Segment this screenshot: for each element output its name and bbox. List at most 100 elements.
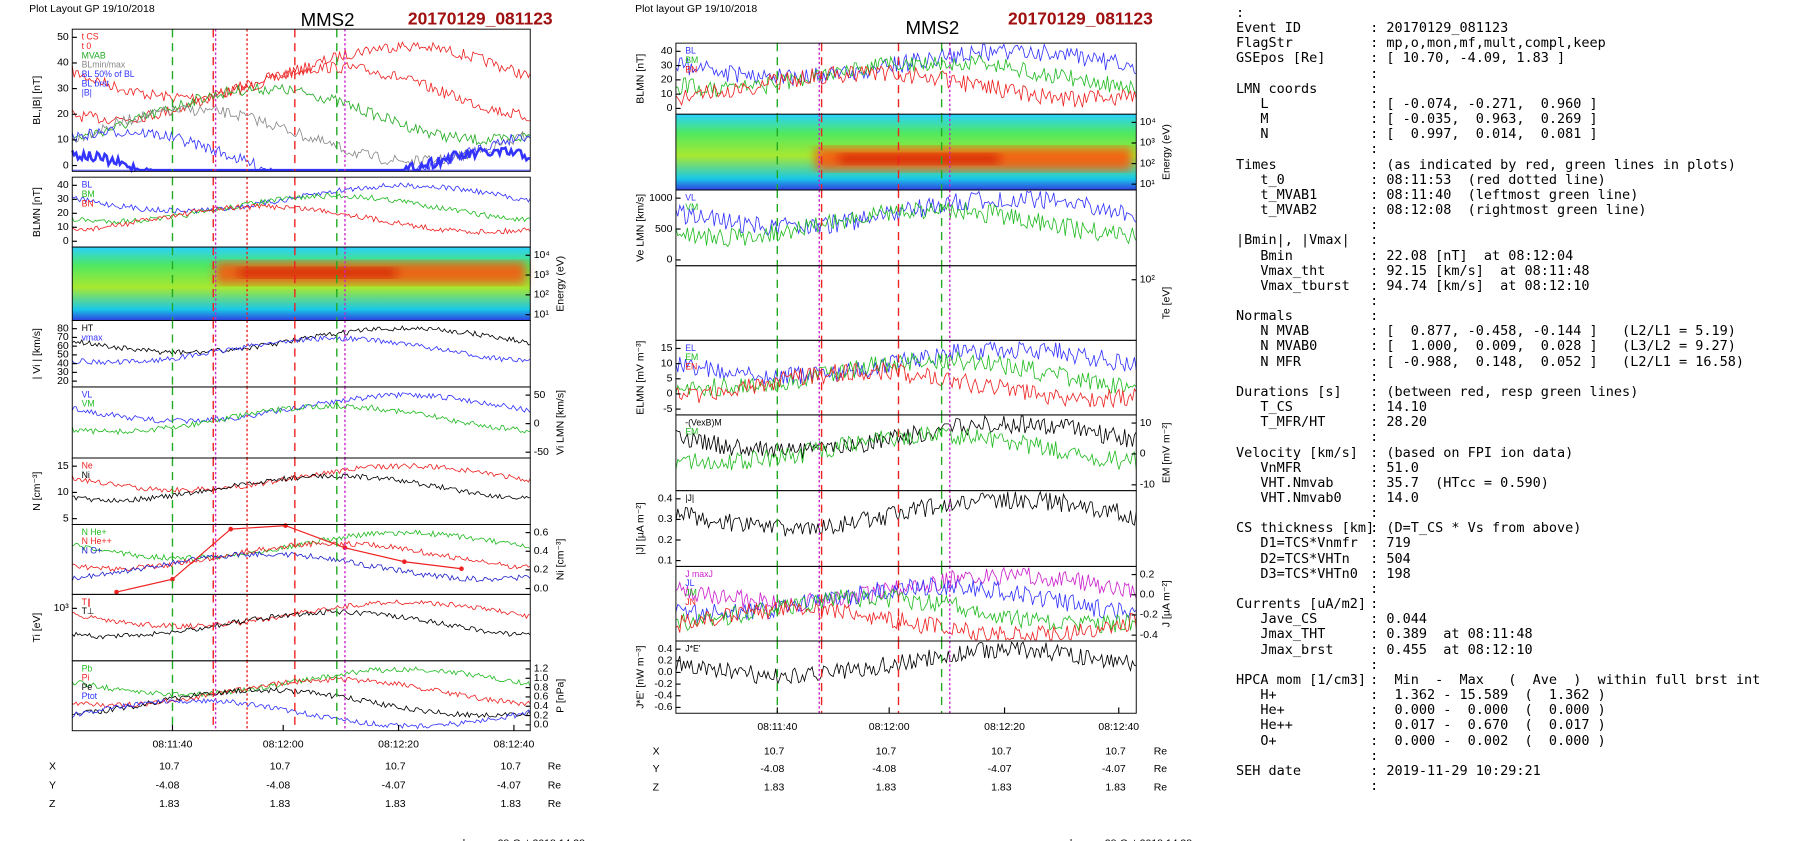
legend-entry: Ne bbox=[82, 460, 93, 470]
info-text: (D=T_CS * Vs from above) bbox=[1386, 520, 1582, 537]
pos-value: 1.83 bbox=[876, 783, 897, 794]
info-text: Currents [uA/m2] bbox=[1236, 596, 1367, 613]
y-tick-label: 40 bbox=[57, 180, 69, 191]
info-line: : bbox=[1236, 293, 1760, 309]
separator: : bbox=[1370, 338, 1387, 355]
satellite: MMS2 bbox=[905, 17, 959, 38]
info-text: 0.389 at 08:11:48 bbox=[1386, 626, 1533, 643]
y-tick-label: 10¹ bbox=[534, 309, 550, 320]
legend-entry: t 0 bbox=[82, 41, 92, 51]
axis-label: N [cm⁻³] bbox=[32, 472, 43, 511]
info-line: Jave_CS: 0.044 bbox=[1236, 612, 1760, 627]
info-line: M: [ -0.035, 0.963, 0.269 ] bbox=[1236, 111, 1760, 128]
separator: : bbox=[1370, 20, 1387, 37]
legend-entry: VM bbox=[82, 399, 95, 409]
legend-entry: vmax bbox=[82, 332, 104, 342]
trace bbox=[72, 473, 531, 503]
trace bbox=[71, 666, 531, 698]
info-text: VHT.Nmvab bbox=[1260, 474, 1334, 491]
legend-entry: BLmin/max bbox=[82, 60, 126, 70]
separator: : bbox=[1370, 50, 1387, 67]
y-tick-label: 0.3 bbox=[658, 514, 673, 525]
legend-entry: VM bbox=[685, 202, 698, 212]
y-tick-label: 50 bbox=[534, 390, 546, 401]
info-line: Times: (as indicated by red, green lines… bbox=[1236, 156, 1760, 173]
info-text: T_MFR/HT bbox=[1260, 414, 1326, 431]
y-tick-label: 10² bbox=[534, 290, 550, 301]
legend-entry: |J| bbox=[685, 493, 694, 503]
y-tick-label: 10¹ bbox=[1140, 179, 1156, 190]
info-line: : bbox=[1236, 656, 1760, 673]
info-line: : bbox=[1236, 430, 1760, 445]
panel-frame bbox=[71, 660, 531, 732]
y-tick-label: 10³ bbox=[54, 603, 70, 614]
trace bbox=[675, 641, 1137, 685]
panel-frame bbox=[71, 320, 531, 388]
info-text: 719 bbox=[1386, 535, 1411, 552]
satellite: MMS2 bbox=[301, 9, 355, 30]
trace bbox=[675, 190, 1137, 237]
pos-value: 10.7 bbox=[501, 762, 522, 773]
separator: : bbox=[1236, 5, 1245, 21]
info-text: t_0 bbox=[1260, 171, 1285, 188]
legend-entry: BL brst bbox=[82, 78, 110, 88]
info-text: M bbox=[1260, 111, 1269, 128]
y-tick-label: -0.4 bbox=[1140, 630, 1158, 641]
info-text: D3=TCS*VHTn0 bbox=[1260, 565, 1358, 582]
info-text: (as indicated by red, green lines in plo… bbox=[1386, 156, 1736, 173]
point bbox=[228, 526, 234, 532]
y-tick-label: 20 bbox=[661, 75, 673, 86]
separator: : bbox=[1370, 217, 1379, 234]
separator: : bbox=[1370, 95, 1387, 112]
trace bbox=[72, 529, 531, 562]
info-line: N MFR: [ -0.988, 0.148, 0.052 ] (L2/L1 =… bbox=[1236, 354, 1760, 370]
legend-entry: Pb bbox=[82, 663, 93, 673]
info-text: mp,o,mon,mf,mult,compl,keep bbox=[1386, 35, 1606, 52]
pos-value: 10.7 bbox=[159, 762, 180, 773]
y-tick-label: 20 bbox=[57, 376, 69, 387]
pos-value: -4.08 bbox=[266, 780, 290, 791]
separator: : bbox=[1370, 459, 1387, 476]
axis-label: BL,|B| [nT] bbox=[32, 76, 43, 125]
y-tick-label: 10³ bbox=[1140, 138, 1156, 149]
trace bbox=[675, 490, 1137, 537]
pos-value: -4.07 bbox=[1102, 764, 1126, 775]
legend-entry: Pi bbox=[82, 673, 90, 683]
y-tick-label: 30 bbox=[661, 60, 673, 71]
info-line: N MVAB: [ 0.877, -0.458, -0.144 ] (L2/L1… bbox=[1236, 324, 1760, 339]
separator: : bbox=[1370, 732, 1387, 749]
legend-entry: T⊥ bbox=[82, 606, 95, 616]
info-text: Vmax_tht bbox=[1260, 262, 1326, 279]
info-text: O+ bbox=[1260, 732, 1277, 749]
info-line: : bbox=[1236, 66, 1760, 82]
trace bbox=[72, 203, 531, 236]
info-text: 14.0 bbox=[1386, 490, 1419, 506]
trace bbox=[71, 697, 531, 730]
pos-value: -4.07 bbox=[988, 764, 1012, 775]
pos-label: Y bbox=[49, 780, 56, 791]
x-tick-label: 08:12:00 bbox=[869, 722, 910, 733]
info-text: GSEpos [Re] bbox=[1236, 50, 1326, 67]
info-text: (between red, resp green lines) bbox=[1386, 383, 1639, 400]
separator: : bbox=[1370, 611, 1387, 628]
separator: : bbox=[1370, 656, 1379, 673]
info-text: 504 bbox=[1386, 550, 1411, 567]
panel-frame bbox=[675, 565, 1137, 642]
info-text: Times bbox=[1236, 156, 1277, 173]
legend-entry: -(VexB)M bbox=[685, 417, 721, 427]
info-line: D2=TCS*VHTn: 504 bbox=[1236, 550, 1760, 567]
trace bbox=[675, 54, 1137, 98]
trace bbox=[72, 599, 531, 630]
info-text: Durations [s] bbox=[1236, 383, 1342, 400]
info-line: GSEpos [Re]: [ 10.70, -4.09, 1.83 ] bbox=[1236, 51, 1760, 66]
info-text: N MVAB0 bbox=[1260, 338, 1318, 355]
separator: : bbox=[1370, 702, 1387, 719]
trace bbox=[71, 609, 531, 640]
y-tick-label: 1000 bbox=[649, 193, 672, 204]
trace bbox=[675, 202, 1137, 248]
info-line: SEH date: 2019-11-29 10:29:21 bbox=[1236, 763, 1760, 779]
separator: : bbox=[1370, 80, 1387, 97]
y-tick-label: 10 bbox=[1140, 418, 1152, 429]
